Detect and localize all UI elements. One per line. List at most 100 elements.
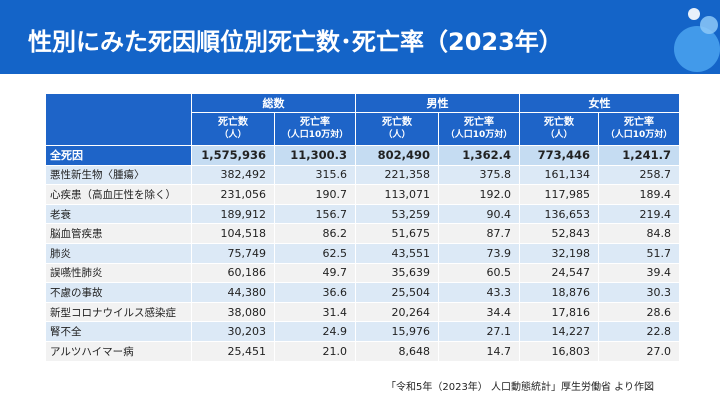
death-count-cell: 382,492 xyxy=(191,164,275,186)
cause-cell: 脳血管疾患 xyxy=(45,223,192,244)
cause-cell: 誤嚥性肺炎 xyxy=(45,262,192,284)
death-rate-cell: 156.7 xyxy=(274,203,356,225)
death-count-cell: 161,134 xyxy=(519,164,599,186)
cause-cell: 腎不全 xyxy=(45,321,192,342)
cause-cell: 不慮の事故 xyxy=(45,282,192,303)
death-rate-cell: 27.1 xyxy=(438,321,520,342)
death-rate-cell: 27.0 xyxy=(598,340,680,362)
sub-header-unit: （人口10万対） xyxy=(445,130,513,140)
cause-cell: 老衰 xyxy=(45,203,192,225)
death-rate-cell: 31.4 xyxy=(274,301,356,323)
table-sub-header: 死亡数 （人） 死亡率 （人口10万対） 死亡数 （人） 死亡率 （人口10万対） 死亡… xyxy=(46,112,680,146)
decorative-bubble xyxy=(674,26,720,72)
sub-header-label: 死亡数 xyxy=(218,117,248,128)
death-count-cell: 25,451 xyxy=(191,340,275,362)
death-rate-cell: 28.6 xyxy=(598,301,680,323)
death-rate-cell: 84.8 xyxy=(598,223,680,244)
death-rate-cell: 36.6 xyxy=(274,282,356,303)
death-count-cell: 20,264 xyxy=(355,301,439,323)
death-count-cell: 18,876 xyxy=(519,282,599,303)
death-count-cell: 25,504 xyxy=(355,282,439,303)
mortality-table: 総数 男性 女性 死亡数 （人） 死亡率 （人口10万対） 死亡数 （人） 死亡率 （人… xyxy=(45,93,680,362)
death-rate-cell: 87.7 xyxy=(438,223,520,244)
death-count-cell: 43,551 xyxy=(355,242,439,264)
death-count-cell: 231,056 xyxy=(191,184,275,205)
death-rate-cell: 60.5 xyxy=(438,262,520,284)
death-rate-cell: 189.4 xyxy=(598,184,680,205)
death-rate-cell: 11,300.3 xyxy=(274,145,356,166)
death-rate-cell: 24.9 xyxy=(274,321,356,342)
death-count-cell: 38,080 xyxy=(191,301,275,323)
death-rate-cell: 1,241.7 xyxy=(598,145,680,166)
table-row: 悪性新生物〈腫瘍〉 382,492 315.6 221,358 375.8 161,134… xyxy=(45,164,680,186)
death-count-cell: 32,198 xyxy=(519,242,599,264)
death-rate-cell: 73.9 xyxy=(438,242,520,264)
death-count-cell: 136,653 xyxy=(519,203,599,225)
death-rate-cell: 21.0 xyxy=(274,340,356,362)
death-count-cell: 24,547 xyxy=(519,262,599,284)
death-count-cell: 113,071 xyxy=(355,184,439,205)
death-rate-cell: 22.8 xyxy=(598,321,680,342)
death-count-cell: 14,227 xyxy=(519,321,599,342)
table-row-total: 全死因 1,575,936 11,300.3 802,490 1,362.4 773,44… xyxy=(45,145,680,166)
death-rate-cell: 90.4 xyxy=(438,203,520,225)
cause-cell: 全死因 xyxy=(45,145,192,166)
sub-header-cell: 死亡数 （人） xyxy=(355,112,439,146)
cause-cell: 新型コロナウイルス感染症 xyxy=(45,301,192,323)
death-rate-cell: 315.6 xyxy=(274,164,356,186)
cause-cell: 肺炎 xyxy=(45,242,192,264)
cause-cell: 心疾患（高血圧性を除く） xyxy=(45,184,192,205)
death-count-cell: 117,985 xyxy=(519,184,599,205)
group-header-total: 総数 xyxy=(191,93,356,113)
sub-header-label: 死亡数 xyxy=(544,117,574,128)
death-rate-cell: 1,362.4 xyxy=(438,145,520,166)
sub-header-cell: 死亡率 （人口10万対） xyxy=(438,112,520,146)
death-count-cell: 30,203 xyxy=(191,321,275,342)
death-count-cell: 53,259 xyxy=(355,203,439,225)
group-header-female: 女性 xyxy=(519,93,680,113)
death-count-cell: 189,912 xyxy=(191,203,275,225)
death-count-cell: 17,816 xyxy=(519,301,599,323)
death-count-cell: 221,358 xyxy=(355,164,439,186)
source-note: 「令和5年（2023年） 人口動態統計」厚生労働省 より作図 xyxy=(386,382,654,393)
death-count-cell: 60,186 xyxy=(191,262,275,284)
death-rate-cell: 258.7 xyxy=(598,164,680,186)
sub-header-label: 死亡率 xyxy=(464,117,494,128)
death-rate-cell: 219.4 xyxy=(598,203,680,225)
death-count-cell: 52,843 xyxy=(519,223,599,244)
death-rate-cell: 34.4 xyxy=(438,301,520,323)
sub-header-label: 死亡数 xyxy=(382,117,412,128)
sub-header-cell: 死亡数 （人） xyxy=(519,112,599,146)
table-row: アルツハイマー病 25,451 21.0 8,648 14.7 16,803 27.0 xyxy=(45,340,680,362)
title-bar: 性別にみた死因順位別死亡数･死亡率（2023年） xyxy=(0,0,720,74)
death-rate-cell: 49.7 xyxy=(274,262,356,284)
death-rate-cell: 190.7 xyxy=(274,184,356,205)
cause-cell: アルツハイマー病 xyxy=(45,340,192,362)
header-corner-cell xyxy=(45,93,192,146)
death-count-cell: 75,749 xyxy=(191,242,275,264)
sub-header-cell: 死亡数 （人） xyxy=(191,112,275,146)
death-rate-cell: 30.3 xyxy=(598,282,680,303)
death-rate-cell: 192.0 xyxy=(438,184,520,205)
decorative-bubble xyxy=(700,16,718,34)
death-count-cell: 15,976 xyxy=(355,321,439,342)
death-rate-cell: 86.2 xyxy=(274,223,356,244)
death-count-cell: 51,675 xyxy=(355,223,439,244)
table-row: 肺炎 75,749 62.5 43,551 73.9 32,198 51.7 xyxy=(45,242,680,264)
death-count-cell: 802,490 xyxy=(355,145,439,166)
death-rate-cell: 43.3 xyxy=(438,282,520,303)
death-count-cell: 16,803 xyxy=(519,340,599,362)
sub-header-cell: 死亡率 （人口10万対） xyxy=(274,112,356,146)
death-count-cell: 1,575,936 xyxy=(191,145,275,166)
table-group-header: 総数 男性 女性 xyxy=(45,93,680,146)
table-row: 腎不全 30,203 24.9 15,976 27.1 14,227 22.8 xyxy=(45,321,680,342)
death-count-cell: 44,380 xyxy=(191,282,275,303)
death-count-cell: 8,648 xyxy=(355,340,439,362)
table-row: 不慮の事故 44,380 36.6 25,504 43.3 18,876 30.3 xyxy=(45,282,680,303)
cause-cell: 悪性新生物〈腫瘍〉 xyxy=(45,164,192,186)
sub-header-unit: （人） xyxy=(545,130,573,140)
sub-header-unit: （人） xyxy=(219,130,247,140)
sub-header-cell: 死亡率 （人口10万対） xyxy=(598,112,680,146)
death-rate-cell: 51.7 xyxy=(598,242,680,264)
table-row: 誤嚥性肺炎 60,186 49.7 35,639 60.5 24,547 39.4 xyxy=(45,262,680,284)
